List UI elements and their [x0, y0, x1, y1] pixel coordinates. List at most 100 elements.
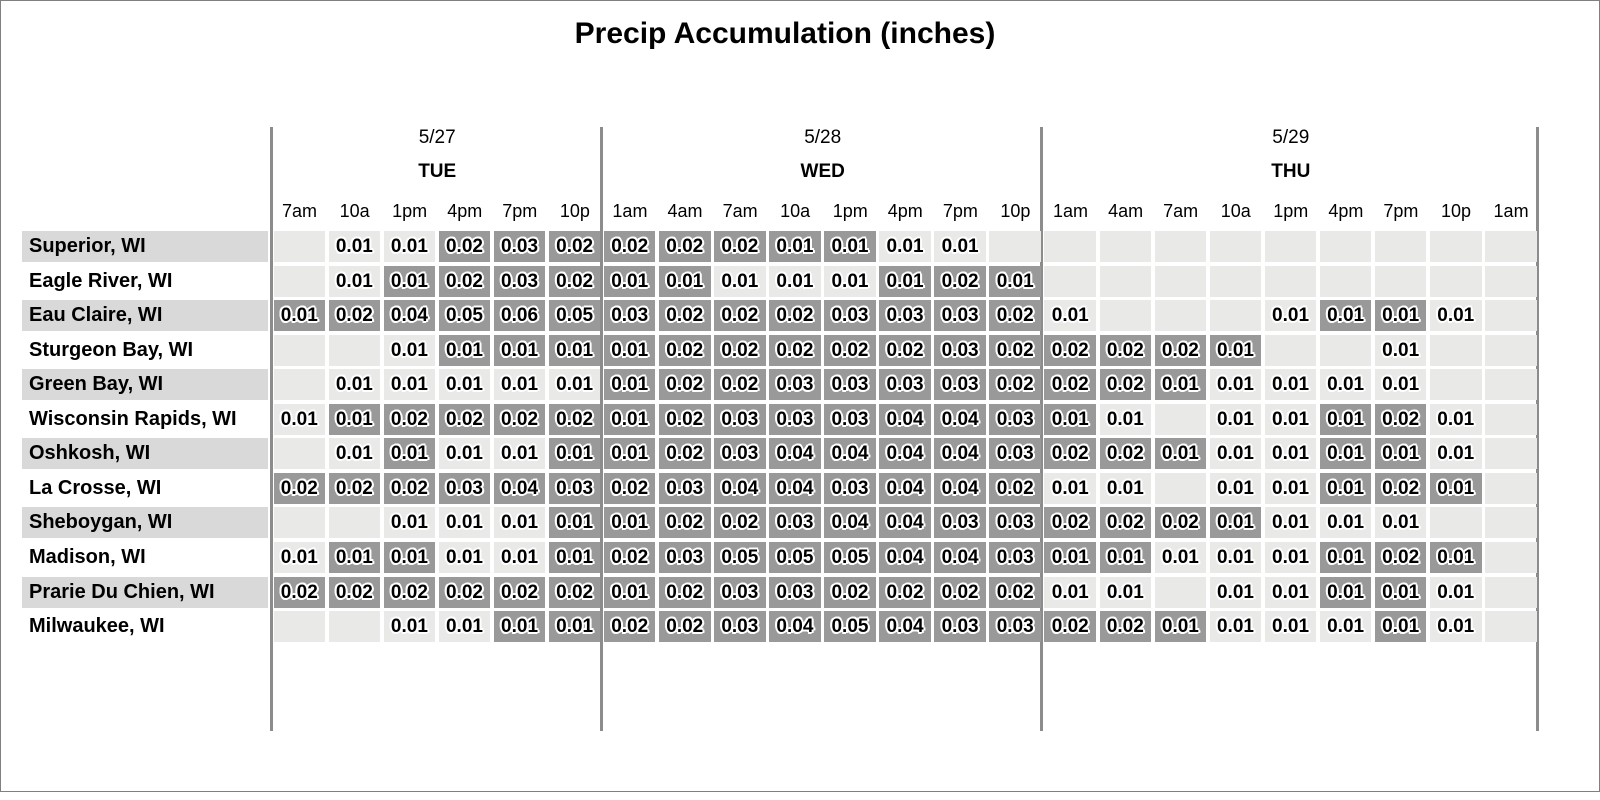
- empty-cell: [273, 231, 326, 262]
- empty-cell: [1099, 300, 1152, 332]
- time-label: 7am: [1163, 201, 1199, 221]
- empty-cell: [1429, 265, 1482, 297]
- value-cell: 0.01: [1154, 438, 1207, 470]
- value-cell: 0.02: [548, 576, 601, 608]
- value-cell: 0.03: [824, 300, 876, 332]
- value-cell: 0.01: [438, 541, 491, 573]
- value-cell: 0.02: [879, 576, 931, 608]
- value-cell: 0.02: [1099, 507, 1152, 539]
- value-cell: 0.01: [1099, 576, 1152, 608]
- value-cell: 0.03: [824, 403, 876, 435]
- value-cell: 0.02: [658, 334, 711, 366]
- value-cell: 0.03: [934, 334, 986, 366]
- value-cell: 0.05: [824, 541, 876, 573]
- empty-cell: [1485, 369, 1537, 401]
- value-cell: 0.02: [824, 334, 876, 366]
- value-cell: 0.01: [1154, 541, 1207, 573]
- row-label: Sheboygan, WI: [22, 507, 268, 539]
- value-cell: 0.02: [1154, 334, 1207, 366]
- empty-cell: [1485, 541, 1537, 573]
- empty-cell: [1485, 438, 1537, 470]
- empty-cell: [1099, 265, 1152, 297]
- value-cell: 0.01: [438, 369, 491, 401]
- value-cell: 0.03: [989, 403, 1041, 435]
- value-cell: 0.03: [658, 541, 711, 573]
- value-cell: 0.01: [328, 265, 381, 297]
- time-label: 10a: [780, 201, 811, 221]
- empty-cell: [1485, 265, 1537, 297]
- value-cell: 0.01: [493, 438, 546, 470]
- value-cell: 0.05: [714, 541, 766, 573]
- value-cell: 0.03: [769, 576, 821, 608]
- value-cell: 0.01: [1374, 369, 1427, 401]
- value-cell: 0.02: [714, 231, 766, 262]
- value-cell: 0.02: [603, 541, 656, 573]
- value-cell: 0.04: [383, 300, 436, 332]
- value-cell: 0.01: [1264, 507, 1317, 539]
- empty-cell: [1429, 334, 1482, 366]
- value-cell: 0.01: [438, 611, 491, 643]
- value-cell: 0.03: [548, 472, 601, 504]
- value-cell: 0.01: [273, 300, 326, 332]
- value-cell: 0.01: [1209, 369, 1262, 401]
- value-cell: 0.01: [548, 438, 601, 470]
- value-cell: 0.02: [1099, 438, 1152, 470]
- empty-cell: [1319, 265, 1372, 297]
- value-cell: 0.02: [658, 438, 711, 470]
- value-cell: 0.01: [548, 541, 601, 573]
- empty-cell: [1209, 265, 1262, 297]
- value-cell: 0.04: [493, 472, 546, 504]
- value-cell: 0.05: [548, 300, 601, 332]
- value-cell: 0.01: [1264, 611, 1317, 643]
- value-cell: 0.02: [1044, 438, 1097, 470]
- row-label: La Crosse, WI: [29, 476, 162, 499]
- time-label: 4pm: [887, 201, 923, 221]
- value-cell: 0.01: [989, 265, 1041, 297]
- value-cell: 0.03: [493, 265, 546, 297]
- empty-cell: [1319, 334, 1372, 366]
- value-cell: 0.01: [383, 438, 436, 470]
- value-cell: 0.01: [493, 369, 546, 401]
- value-cell: 0.01: [1099, 403, 1152, 435]
- time-label: 1am: [612, 201, 648, 221]
- empty-cell: [1264, 334, 1317, 366]
- value-cell: 0.02: [658, 231, 711, 262]
- empty-cell: [1044, 265, 1097, 297]
- value-cell: 0.03: [934, 300, 986, 332]
- value-cell: 0.01: [1429, 300, 1482, 332]
- time-label: 10p: [1000, 201, 1031, 221]
- value-cell: 0.04: [824, 507, 876, 539]
- value-cell: 0.01: [1319, 300, 1372, 332]
- value-cell: 0.02: [603, 472, 656, 504]
- value-cell: 0.01: [493, 507, 546, 539]
- empty-cell: [273, 334, 326, 366]
- value-cell: 0.02: [879, 334, 931, 366]
- day-date: 5/27: [418, 127, 456, 148]
- empty-cell: [1485, 334, 1537, 366]
- time-label: 4pm: [447, 201, 483, 221]
- value-cell: 0.01: [1044, 472, 1097, 504]
- value-cell: 0.02: [934, 576, 986, 608]
- value-cell: 0.02: [658, 611, 711, 643]
- empty-cell: [1264, 231, 1317, 262]
- value-cell: 0.02: [1099, 334, 1152, 366]
- value-cell: 0.02: [658, 507, 711, 539]
- value-cell: 0.01: [1209, 611, 1262, 643]
- empty-cell: [328, 334, 381, 366]
- value-cell: 0.02: [989, 300, 1041, 332]
- value-cell: 0.02: [1374, 472, 1427, 504]
- value-cell: 0.01: [1044, 576, 1097, 608]
- value-cell: 0.03: [769, 369, 821, 401]
- value-cell: 0.02: [714, 507, 766, 539]
- empty-cell: [1429, 507, 1482, 539]
- value-cell: 0.01: [1209, 334, 1262, 366]
- row-label: Eau Claire, WI: [22, 300, 268, 332]
- value-cell: 0.02: [493, 576, 546, 608]
- value-cell: 0.01: [1319, 403, 1372, 435]
- value-cell: 0.01: [1154, 611, 1207, 643]
- row-label: Madison, WI: [29, 545, 146, 568]
- value-cell: 0.04: [934, 438, 986, 470]
- value-cell: 0.03: [603, 300, 656, 332]
- empty-cell: [1209, 300, 1262, 332]
- value-cell: 0.01: [328, 403, 381, 435]
